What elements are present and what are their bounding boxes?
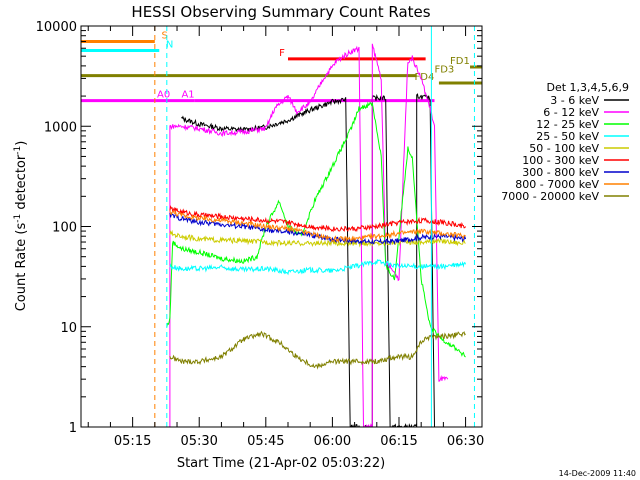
series-lines (166, 43, 467, 427)
flag-label: FD4 (415, 72, 435, 83)
x-ticks: 05:15 05:30 05:45 06:00 06:15 06:30 (87, 26, 484, 449)
series-line (166, 101, 466, 358)
y-tick-label: 100 (52, 221, 77, 236)
flag-label: FD3 (434, 65, 454, 76)
series-line (169, 43, 449, 427)
flag-label: F (279, 48, 285, 59)
flag-label: S (161, 31, 167, 42)
series-line (169, 259, 467, 276)
series-line (169, 210, 466, 244)
legend-entry-label: 12 - 25 keV (536, 118, 599, 131)
chart-title: HESSI Observing Summary Count Rates (131, 3, 430, 21)
y-ticks: 1 10 100 1000 10000 (36, 20, 482, 436)
y-tick-label: 10 (60, 321, 77, 336)
legend-entry-label: 25 - 50 keV (536, 130, 599, 143)
series-line (169, 205, 467, 233)
flag-label: FD1 (450, 56, 470, 67)
x-tick-label: 05:45 (247, 434, 284, 449)
legend-entry-label: 3 - 6 keV (550, 94, 599, 107)
legend-entry-label: 100 - 300 keV (522, 154, 599, 167)
series-line (169, 330, 466, 370)
timestamp: 14-Dec-2009 11:40 (559, 469, 636, 478)
legend-entry-label: 800 - 7000 keV (515, 178, 599, 191)
legend-entry-label: 6 - 12 keV (543, 106, 599, 119)
y-axis-label: Count Rate (s-1 detector-1) (13, 141, 29, 312)
flag-label: N (166, 39, 173, 50)
series-line (181, 93, 435, 427)
legend-entry-label: 7000 - 20000 keV (501, 190, 599, 203)
x-tick-label: 05:30 (180, 434, 217, 449)
legend-entry-label: 50 - 100 keV (529, 142, 599, 155)
flag-label: A1 (181, 90, 194, 101)
vertical-markers (80, 26, 475, 427)
flag-label: A0 (157, 90, 170, 101)
series-line (169, 229, 466, 248)
legend-entry-label: 300 - 800 keV (522, 166, 599, 179)
x-axis-label: Start Time (21-Apr-02 05:03:22) (177, 456, 385, 471)
y-tick-label: 10000 (36, 20, 77, 35)
x-tick-label: 06:00 (314, 434, 351, 449)
x-tick-label: 05:15 (114, 434, 151, 449)
legend-header: Det 1,3,4,5,6,9 (546, 81, 629, 94)
y-tick-label: 1000 (44, 120, 77, 135)
y-tick-label: 1 (69, 421, 77, 436)
x-tick-label: 06:30 (447, 434, 484, 449)
x-tick-label: 06:15 (380, 434, 417, 449)
